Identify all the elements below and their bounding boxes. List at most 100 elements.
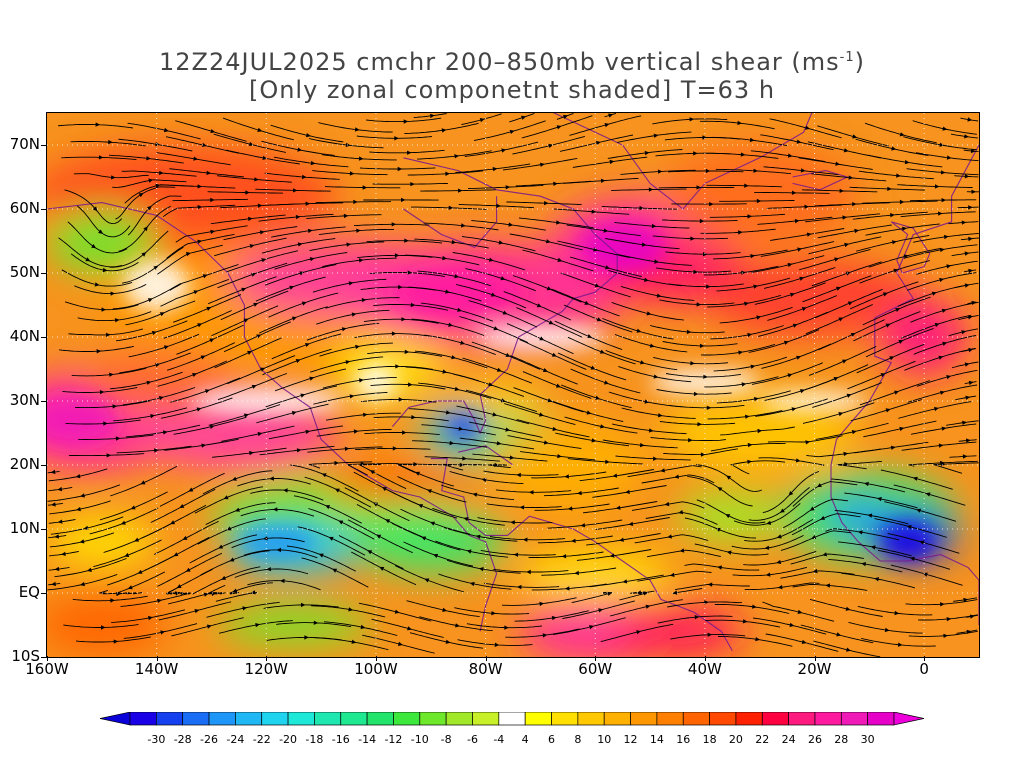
colorbar-tick-label: -30 xyxy=(147,733,166,746)
colorbar-swatch xyxy=(340,712,368,726)
longitude-tick xyxy=(924,656,926,661)
longitude-tick xyxy=(595,656,597,661)
colorbar-tick-label: 22 xyxy=(755,733,770,746)
colorbar-under-arrow xyxy=(100,712,131,726)
colorbar-swatch xyxy=(287,712,315,726)
colorbar-swatch xyxy=(682,712,710,726)
colorbar-tick-label: -8 xyxy=(440,733,452,746)
colorbar-swatch xyxy=(603,712,631,726)
latitude-tick xyxy=(41,209,47,210)
colorbar-swatch xyxy=(709,712,737,726)
latitude-tick xyxy=(41,337,47,338)
shear-streamlines xyxy=(47,113,979,657)
colorbar-tick-label: -16 xyxy=(331,733,350,746)
colorbar-tick-label: 20 xyxy=(728,733,743,746)
latitude-label: 70N xyxy=(9,135,40,153)
latitude-tick xyxy=(41,529,47,530)
latitude-label: 30N xyxy=(9,391,40,409)
latitude-label: 40N xyxy=(9,327,40,345)
colorbar-swatch xyxy=(261,712,289,726)
colorbar-tick-label: 8 xyxy=(574,733,582,746)
colorbar-tick-label: 16 xyxy=(676,733,691,746)
longitude-label: 40W xyxy=(687,660,722,678)
latitude-tick xyxy=(41,401,47,402)
latitude-label: 10N xyxy=(9,519,40,537)
colorbar-swatch xyxy=(814,712,842,726)
colorbar-swatch xyxy=(656,712,684,726)
shear-map-image xyxy=(47,113,979,657)
colorbar-tick-label: 28 xyxy=(834,733,849,746)
colorbar-swatch xyxy=(208,712,236,726)
colorbar-tick-label: -14 xyxy=(358,733,377,746)
longitude-tick xyxy=(485,656,487,661)
colorbar-swatch xyxy=(551,712,579,726)
latitude-tick xyxy=(41,145,47,146)
longitude-label: 100W xyxy=(354,660,398,678)
longitude-label: 20W xyxy=(797,660,832,678)
longitude-tick xyxy=(704,656,706,661)
colorbar-swatch xyxy=(314,712,342,726)
colorbar-tick-label: -6 xyxy=(466,733,478,746)
longitude-tick xyxy=(266,656,268,661)
colorbar-tick-label: 24 xyxy=(781,733,796,746)
colorbar-tick-label: -26 xyxy=(200,733,219,746)
colorbar-tick-label: 4 xyxy=(521,733,529,746)
colorbar-swatch xyxy=(235,712,263,726)
longitude-tick xyxy=(156,656,158,661)
latitude-tick xyxy=(41,273,47,274)
longitude-tick xyxy=(375,656,377,661)
colorbar-swatch xyxy=(129,712,157,726)
colorbar-tick-label: 26 xyxy=(807,733,822,746)
colorbar-swatch xyxy=(419,712,447,726)
latitude-label: EQ xyxy=(18,583,40,601)
latitude-label: 60N xyxy=(9,199,40,217)
colorbar-swatch xyxy=(155,712,184,726)
map-title: 12Z24JUL2025 cmchr 200–850mb vertical sh… xyxy=(0,44,1024,104)
colorbar-tick-label: -4 xyxy=(493,733,505,746)
title-line-1: 12Z24JUL2025 cmchr 200–850mb vertical sh… xyxy=(159,48,865,76)
colorbar-tick-label: -10 xyxy=(410,733,429,746)
longitude-label: 160W xyxy=(25,660,69,678)
latitude-tick xyxy=(41,593,47,594)
colorbar-tick-label: -28 xyxy=(173,733,192,746)
longitude-label: 80W xyxy=(468,660,503,678)
colorbar-tick-label: -24 xyxy=(226,733,245,746)
longitude-tick xyxy=(47,656,48,661)
colorbar-swatch xyxy=(577,712,605,726)
colorbar-swatch xyxy=(867,712,895,726)
shear-map-panel xyxy=(46,112,980,658)
colorbar-swatch xyxy=(840,712,869,726)
longitude-label: 140W xyxy=(134,660,179,678)
title-line-2: [Only zonal componetnt shaded] T=63 h xyxy=(248,76,776,104)
colorbar-swatch xyxy=(393,712,421,726)
colorbar-swatch xyxy=(445,712,473,726)
latitude-label: 50N xyxy=(9,263,40,281)
colorbar-tick-label: 18 xyxy=(702,733,717,746)
latitude-label: 20N xyxy=(9,455,40,473)
latitude-tick xyxy=(41,465,47,466)
colorbar-swatch xyxy=(366,712,394,726)
colorbar-tick-label: 6 xyxy=(548,733,556,746)
zonal-shear-shading-detail xyxy=(47,221,936,561)
colorbar-over-arrow xyxy=(893,712,924,726)
colorbar-tick-label: -20 xyxy=(279,733,298,746)
longitude-label: 60W xyxy=(578,660,613,678)
dotted-gridlines xyxy=(47,113,979,657)
longitude-label: 0 xyxy=(919,660,929,678)
colorbar-tick-label: 12 xyxy=(623,733,638,746)
longitude-label: 120W xyxy=(244,660,289,678)
latitude-tick xyxy=(41,657,47,658)
colorbar-tick-label: 30 xyxy=(860,733,875,746)
color-scale-bar xyxy=(100,712,924,726)
colorbar-swatch xyxy=(182,712,210,726)
latitude-label: 10S xyxy=(11,647,40,665)
colorbar-tick-label: 14 xyxy=(649,733,664,746)
longitude-tick xyxy=(814,656,816,661)
colorbar-tick-label: -12 xyxy=(384,733,403,746)
colorbar-swatch xyxy=(735,712,763,726)
colorbar-swatch xyxy=(761,712,789,726)
colorbar-swatch xyxy=(630,712,658,726)
colorbar-swatch xyxy=(498,712,526,726)
colorbar-swatch xyxy=(524,712,552,726)
colorbar-tick-label: 10 xyxy=(597,733,612,746)
